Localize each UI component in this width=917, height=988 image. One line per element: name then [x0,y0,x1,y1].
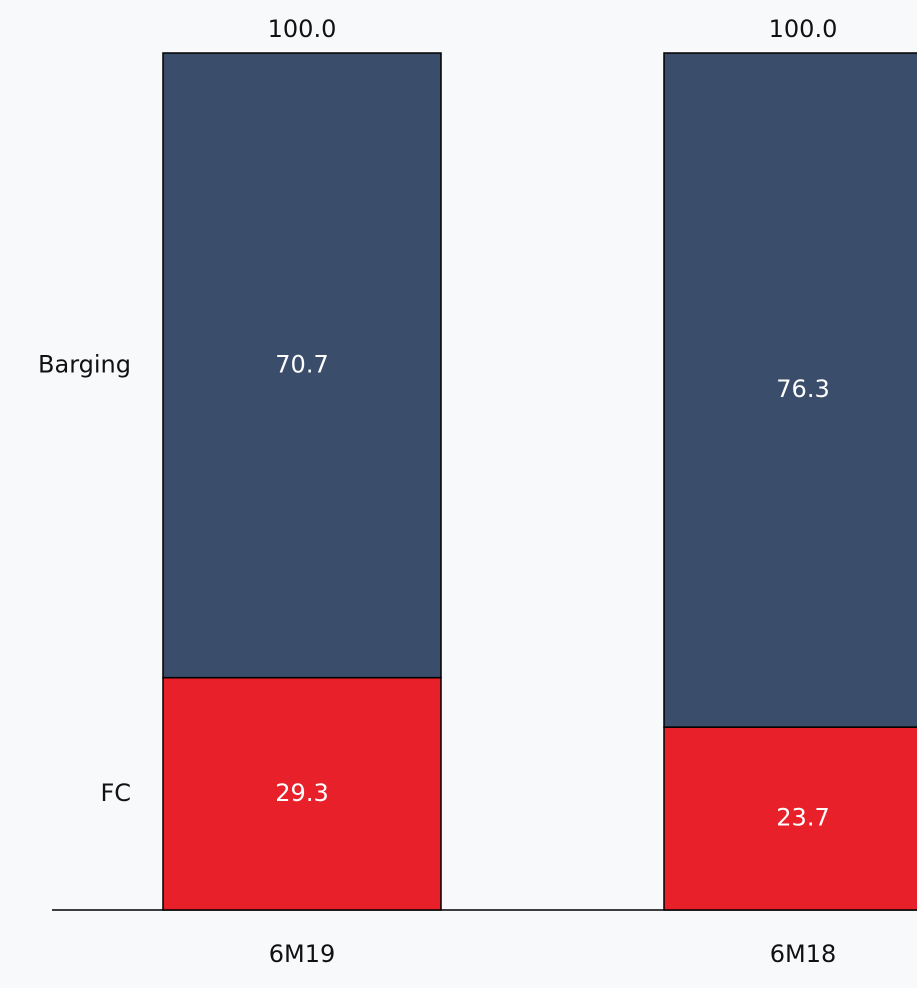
bar-segment [162,52,442,679]
total-label: 100.0 [769,15,838,43]
series-label: Barging [38,350,131,378]
x-tick-label: 6M19 [269,940,336,968]
data-label: 29.3 [275,779,328,807]
x-tick-label: 6M18 [770,940,837,968]
bar-segment [663,52,917,728]
series-label: FC [100,779,131,807]
total-label: 100.0 [268,15,337,43]
bar-segment [663,726,917,911]
data-label: 70.7 [275,350,328,378]
data-label: 23.7 [776,804,829,832]
bar-segment [162,676,442,911]
data-label: 76.3 [776,375,829,403]
